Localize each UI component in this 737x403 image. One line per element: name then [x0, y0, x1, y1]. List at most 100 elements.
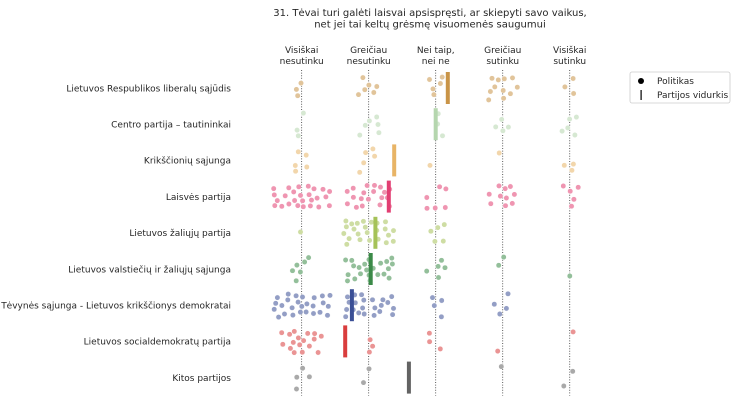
- politician-dot: [272, 300, 279, 307]
- politician-dot: [292, 162, 299, 169]
- x-category-label: nesutinku: [280, 57, 324, 67]
- party-mean-bar: [433, 108, 438, 141]
- politician-dot: [570, 328, 577, 335]
- politician-dot: [322, 193, 329, 200]
- politician-dot: [303, 309, 310, 315]
- politician-dot: [297, 229, 304, 235]
- politician-dot: [559, 128, 566, 135]
- politician-dot: [278, 329, 285, 336]
- politician-dot: [274, 294, 281, 301]
- politician-dot: [348, 220, 355, 227]
- politician-dot: [502, 202, 509, 209]
- politician-dot: [348, 257, 355, 264]
- politician-dot: [291, 328, 298, 335]
- politician-dot: [351, 275, 358, 282]
- politician-dot: [439, 132, 446, 139]
- politician-dot: [378, 194, 385, 201]
- politician-dot: [281, 311, 288, 317]
- politician-dot: [282, 192, 289, 199]
- politician-dot: [379, 296, 386, 303]
- politician-dot: [503, 195, 510, 201]
- politician-dot: [485, 96, 492, 103]
- politician-dot: [376, 308, 383, 315]
- politician-dot: [431, 302, 438, 309]
- politician-dot: [436, 183, 443, 190]
- politician-dot: [318, 333, 325, 340]
- politician-dot: [306, 191, 313, 198]
- politician-dot: [385, 265, 392, 272]
- politician-dot: [500, 254, 507, 261]
- politician-dot: [326, 202, 333, 209]
- politician-dot: [366, 365, 372, 372]
- politician-dot: [566, 116, 573, 123]
- politician-dot: [325, 303, 332, 310]
- politician-dot: [300, 203, 307, 210]
- politician-dot: [366, 349, 373, 356]
- politician-dot: [442, 204, 449, 211]
- politician-dot: [505, 124, 512, 131]
- politician-dot: [344, 200, 351, 207]
- politician-dot: [438, 257, 445, 264]
- politician-dot: [429, 294, 436, 301]
- politician-dot: [365, 196, 372, 203]
- politician-dot: [567, 188, 574, 195]
- politician-dot: [311, 294, 318, 301]
- politician-dot: [384, 299, 391, 306]
- politician-dot: [303, 152, 310, 159]
- politician-dot: [361, 311, 368, 317]
- politician-dot: [570, 196, 577, 203]
- politician-dot: [389, 261, 396, 267]
- politician-dot: [271, 191, 278, 198]
- politician-dot: [495, 262, 502, 269]
- politician-dot: [355, 231, 362, 237]
- politician-dot: [306, 343, 313, 350]
- politician-dot: [303, 300, 310, 307]
- x-category-label: Greičiau: [484, 45, 521, 56]
- politician-dot: [359, 305, 366, 311]
- politician-dot: [287, 345, 294, 352]
- politician-dot: [300, 337, 307, 344]
- x-category-label: nei ne: [422, 57, 450, 67]
- chart-title-line: 31. Tėvai turi galėti laisvai apsispręst…: [273, 8, 587, 19]
- politician-dot: [361, 86, 368, 93]
- politician-dot: [371, 153, 378, 160]
- politician-dot: [327, 292, 333, 299]
- politician-dot: [369, 343, 376, 350]
- politician-dot: [570, 75, 577, 82]
- politician-dot: [291, 197, 298, 204]
- politician-dot: [370, 188, 377, 195]
- politician-dot: [423, 268, 430, 275]
- politician-dot: [308, 197, 315, 204]
- politician-dot: [278, 302, 285, 309]
- politician-dot: [365, 82, 372, 89]
- politician-dot: [351, 226, 357, 233]
- politician-dot: [383, 258, 390, 265]
- politician-dot: [296, 341, 303, 348]
- politician-dot: [388, 293, 395, 300]
- politician-dot: [293, 86, 300, 93]
- party-mean-bar: [368, 253, 373, 285]
- politician-dot: [568, 167, 575, 174]
- politician-dot: [295, 132, 302, 139]
- politician-dot: [437, 345, 444, 352]
- politician-dot: [439, 74, 446, 81]
- politician-dot: [427, 162, 433, 169]
- politician-dot: [350, 194, 357, 201]
- politician-dot: [500, 95, 507, 102]
- politician-dot: [275, 314, 282, 321]
- politician-dot: [361, 261, 368, 268]
- politician-dot: [356, 169, 363, 176]
- politician-dot: [343, 241, 350, 248]
- politician-dot: [386, 275, 393, 282]
- politician-dot: [301, 259, 308, 265]
- politician-dot: [487, 88, 494, 95]
- politician-dot: [511, 191, 518, 198]
- politician-dot: [432, 205, 439, 211]
- politician-dot: [298, 80, 304, 87]
- politician-dot: [303, 164, 310, 170]
- politician-dot: [569, 368, 576, 375]
- politician-dot: [356, 264, 363, 271]
- politician-dot: [440, 238, 447, 245]
- politician-dot: [501, 75, 508, 82]
